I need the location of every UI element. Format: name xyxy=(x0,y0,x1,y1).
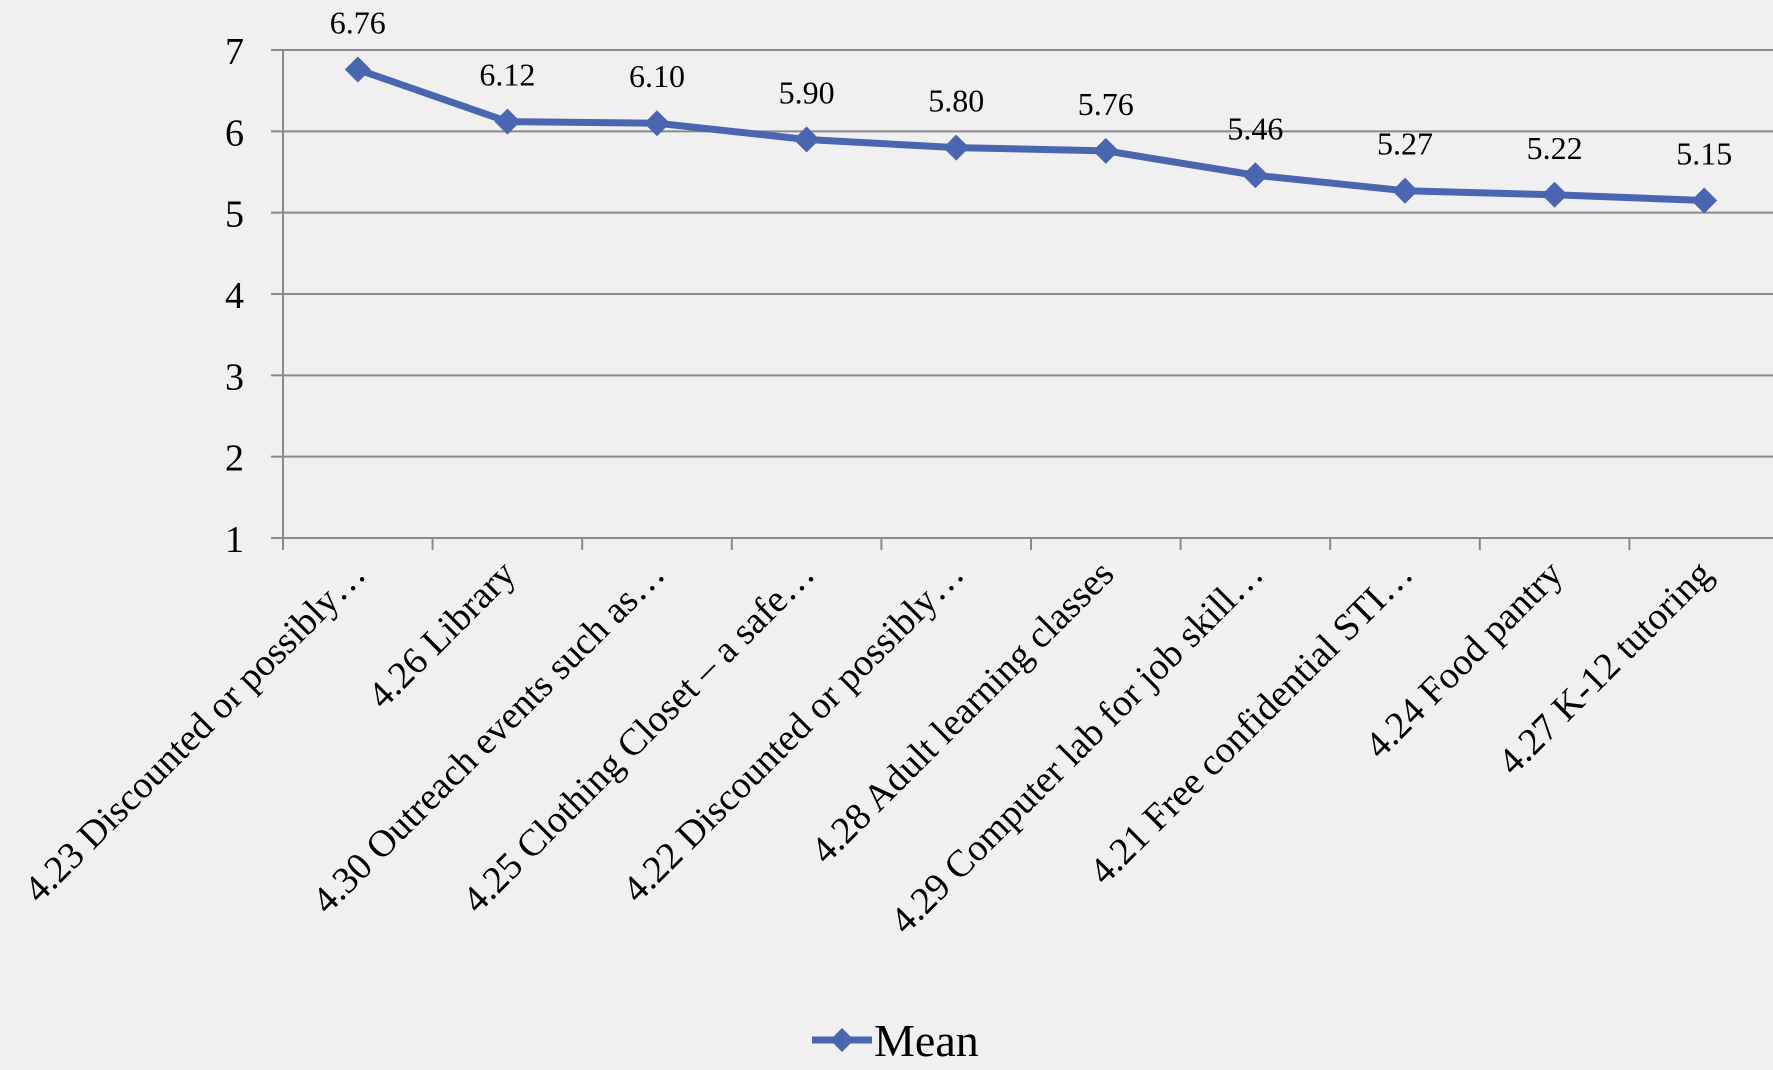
data-label: 5.76 xyxy=(1078,86,1134,122)
data-point-marker xyxy=(943,134,970,161)
legend-label: Mean xyxy=(874,1015,979,1065)
series-layer xyxy=(344,56,1718,214)
data-label: 6.12 xyxy=(479,57,535,93)
data-point-marker xyxy=(1691,187,1718,214)
legend-diamond-marker xyxy=(830,1028,854,1052)
data-point-marker xyxy=(1541,181,1568,208)
x-tick-label: 4.28 Adult learning classes xyxy=(803,553,1122,872)
y-tick-label: 2 xyxy=(225,438,244,480)
axis-layer: 1 2 3 4 5 6 7 xyxy=(225,31,1631,561)
y-tick-label: 1 xyxy=(225,519,244,561)
data-point-marker xyxy=(1092,137,1119,164)
series-line-mean xyxy=(356,66,1705,204)
data-label: 5.22 xyxy=(1527,130,1583,166)
legend: Mean xyxy=(812,1015,979,1066)
data-label: 5.80 xyxy=(928,83,984,119)
data-point-marker xyxy=(344,56,371,83)
y-tick-label: 4 xyxy=(225,275,244,317)
data-point-marker xyxy=(1392,177,1418,204)
data-point-marker xyxy=(644,110,670,137)
data-label: 6.10 xyxy=(629,58,685,94)
data-label: 5.15 xyxy=(1676,135,1732,171)
y-tick-label: 7 xyxy=(225,31,244,73)
data-label: 6.76 xyxy=(330,5,386,41)
y-tick-label: 6 xyxy=(225,112,244,154)
data-label: 5.27 xyxy=(1377,126,1433,162)
data-label: 5.46 xyxy=(1227,110,1283,146)
y-tick-label: 3 xyxy=(225,356,244,398)
data-label: 5.90 xyxy=(779,74,835,110)
data-point-marker xyxy=(1242,162,1269,189)
y-tick-label: 5 xyxy=(225,194,244,236)
data-point-marker xyxy=(494,108,521,135)
x-tick-label: 4.26 Library xyxy=(360,553,524,717)
data-point-marker xyxy=(793,126,820,153)
grid-layer xyxy=(283,49,1773,539)
x-tick-label: 4.23 Discounted or possibly… xyxy=(16,553,374,911)
